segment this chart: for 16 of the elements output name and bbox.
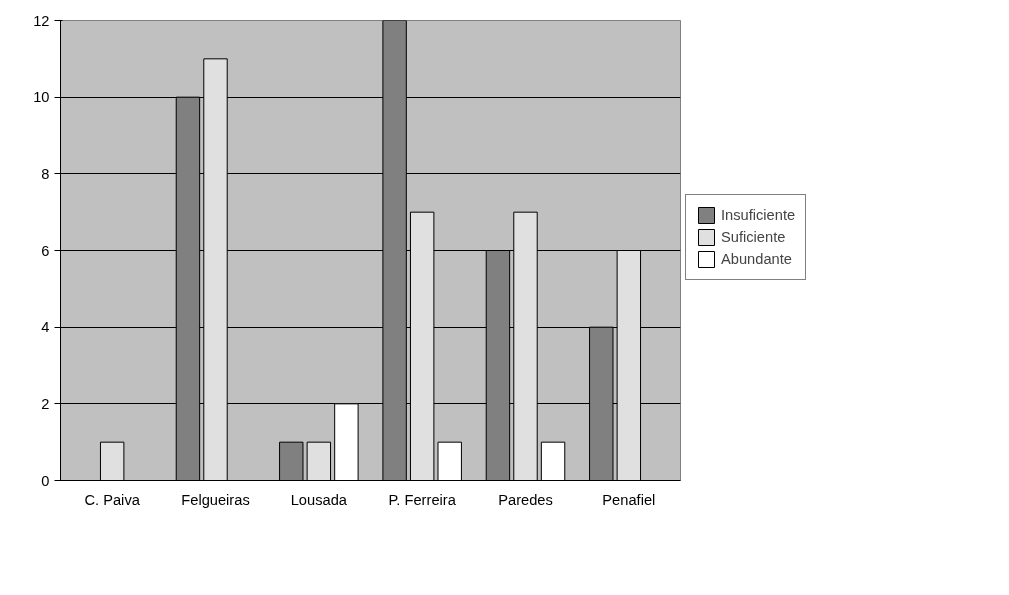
- legend-label: Suficiente: [721, 229, 786, 245]
- y-tick-label: 4: [41, 319, 50, 336]
- x-tick-label: Lousada: [290, 491, 348, 508]
- legend-label: Abundante: [721, 251, 792, 267]
- y-tick-label: 12: [33, 12, 50, 29]
- y-tick-label: 2: [41, 395, 50, 412]
- y-tick-label: 8: [41, 165, 50, 182]
- x-tick-label: Paredes: [498, 491, 553, 508]
- legend-label: Insuficiente: [721, 207, 796, 223]
- x-tick-label: P. Ferreira: [388, 491, 457, 508]
- y-tick-label: 10: [33, 89, 50, 106]
- x-tick-label: Penafiel: [602, 491, 656, 508]
- y-tick-label: 6: [41, 242, 50, 259]
- x-tick-label: C. Paiva: [84, 491, 141, 508]
- x-tick-label: Felgueiras: [181, 491, 250, 508]
- y-tick-label: 0: [41, 472, 50, 489]
